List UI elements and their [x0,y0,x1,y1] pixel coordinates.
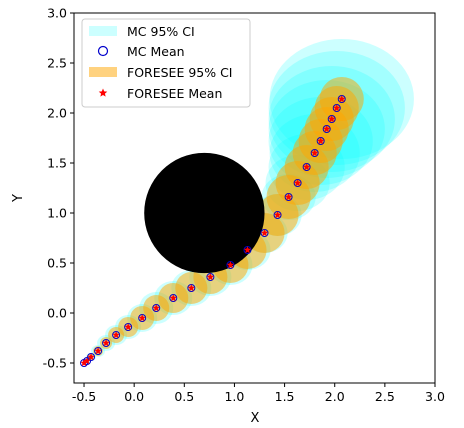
x-tick-label: 2.0 [325,389,345,404]
legend-label-mc-ci: MC 95% CI [127,24,195,39]
y-tick-label: 0.5 [47,256,67,271]
foresee-mean-marker [328,115,336,123]
foresee-mean-marker [226,261,235,269]
foresee-mean-marker [338,95,346,103]
legend-frame [81,18,251,108]
x-tick-label: 1.5 [275,389,295,404]
foresee-mean-marker [333,104,341,112]
foresee-mean-marker [87,353,95,361]
foresee-mean-marker [260,229,269,237]
x-tick-label: 0.5 [174,389,194,404]
foresee-mean-marker [152,304,160,312]
foresee-mean-marker [112,331,120,339]
foresee-mean-marker [284,193,293,201]
foresee-mean-marker [206,273,214,281]
foresee-mean-marker [94,347,102,355]
legend-label-mc-mean: MC Mean [127,44,185,59]
x-tick-label: 3.0 [425,389,445,404]
legend-label-foresee-mean: FORESEE Mean [127,86,222,101]
y-tick-label: -0.5 [43,356,67,371]
y-tick-label: 2.5 [47,56,67,71]
legend-swatch-foresee-ci [89,67,117,77]
foresee-mean-marker [294,179,302,187]
x-axis: -0.5 0.0 0.5 1.0 1.5 2.0 2.5 3.0 [72,383,445,404]
legend-label-foresee-ci: FORESEE 95% CI [127,65,233,80]
mean-marker-layer [80,95,346,367]
legend-marker-foresee-mean [98,88,108,97]
y-tick-label: 0.0 [47,306,67,321]
foresee-mean-marker [102,339,110,347]
y-tick-label: 3.0 [47,6,67,21]
y-axis-title: Y [11,194,26,203]
foresee-mean-marker [187,284,195,292]
obstacle-circle [144,152,265,274]
foresee-mean-marker [124,323,132,331]
legend: MC 95% CI MC Mean FORESEE 95% CI FORESEE… [81,18,251,108]
foresee-mean-marker [83,357,91,365]
x-tick-label: 0.0 [124,389,144,404]
y-tick-label: 1.5 [47,156,67,171]
foresee-mean-marker [243,246,252,254]
legend-swatch-mc-ci [89,26,117,36]
foresee-mean-marker [273,211,282,219]
foresee-mean-marker [317,137,325,145]
plot-clip-group [80,39,414,367]
foresee-mean-marker [323,125,331,133]
y-axis: -0.5 0.0 0.5 1.0 1.5 2.0 2.5 3.0 [43,6,74,371]
foresee-mean-marker [80,359,88,367]
x-axis-title: X [251,411,260,426]
legend-marker-mc-mean [97,45,109,57]
y-tick-label: 1.0 [47,206,67,221]
foresee-mean-marker [169,294,177,302]
foresee-mean-marker [138,314,146,322]
plot-frame [73,12,436,384]
x-tick-label: 2.5 [375,389,395,404]
foresee-mean-marker [311,149,319,157]
x-tick-label: -0.5 [72,389,96,404]
foresee-mean-marker [303,163,311,171]
x-tick-label: 1.0 [224,389,244,404]
y-tick-label: 2.0 [47,106,67,121]
